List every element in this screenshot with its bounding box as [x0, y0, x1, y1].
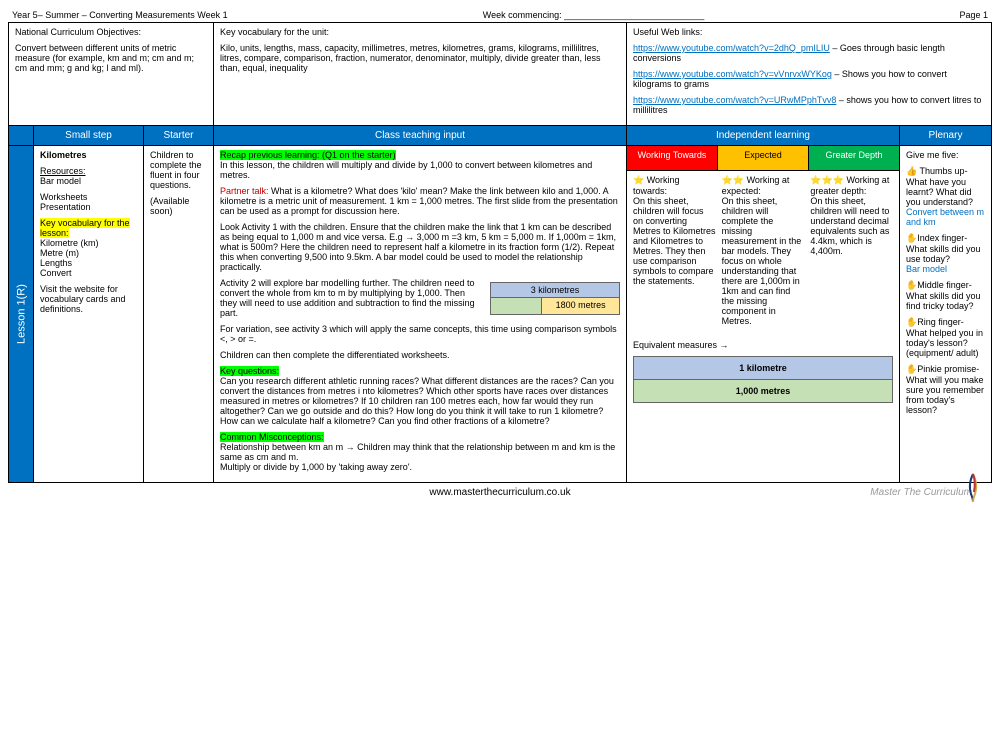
plenary-2b: Bar model	[906, 264, 947, 274]
link-3[interactable]: https://www.youtube.com/watch?v=URwMPphT…	[633, 95, 836, 105]
key-questions-heading: Key questions:	[220, 366, 279, 376]
resource-3: Presentation	[40, 202, 91, 212]
plenary-3h: ✋Middle finger-	[906, 280, 972, 290]
ex-heading: ⭐⭐ Working at expected:	[722, 175, 790, 196]
starter-cell: Children to complete the fluent in four …	[144, 146, 214, 483]
bar-model-top: 3 kilometres	[491, 283, 619, 297]
key-questions-text: Can you research different athletic runn…	[220, 376, 614, 426]
objectives-cell: National Curriculum Objectives: Convert …	[9, 23, 214, 126]
equiv-heading: Equivalent measures →	[633, 340, 893, 350]
input-header: Class teaching input	[214, 126, 627, 146]
plenary-3: What skills did you find tricky today?	[906, 291, 981, 311]
level-gd-header: Greater Depth	[809, 146, 900, 171]
plenary-1b: Convert between m and km	[906, 207, 984, 227]
wt-heading: ⭐ Working towards:	[633, 175, 680, 196]
header-mid: Week commencing: _______________________…	[483, 10, 705, 20]
starter-note: (Available soon)	[150, 196, 207, 216]
partner-talk-text: What is a kilometre? What does 'kilo' me…	[220, 186, 618, 216]
independent-cell: ⭐ Working towards:On this sheet, childre…	[627, 170, 900, 482]
plenary-cell: Give me five: 👍 Thumbs up-What have you …	[900, 146, 992, 483]
recap-heading: Recap previous learning: (Q1 on the star…	[220, 150, 396, 160]
resources-heading: Resources:	[40, 166, 86, 176]
gd-heading: ⭐⭐⭐ Working at greater depth:	[810, 175, 889, 196]
plenary-1: What have you learnt? What did you under…	[906, 177, 973, 207]
key-vocab-list: Kilometre (km) Metre (m) Lengths Convert	[40, 238, 99, 278]
brand-logo-icon	[962, 472, 984, 502]
diff-text: Children can then complete the different…	[220, 350, 620, 360]
gd-text: On this sheet, children will need to und…	[810, 196, 889, 256]
equiv-bar-diagram: 1 kilometre 1,000 metres	[633, 356, 893, 403]
bar-model-diagram: 3 kilometres 1800 metres	[490, 282, 620, 315]
lesson-label: Lesson 1(R)	[9, 146, 34, 483]
header-left: Year 5– Summer – Converting Measurements…	[12, 10, 228, 20]
vocab-cell: Key vocabulary for the unit: Kilo, units…	[214, 23, 627, 126]
wt-text: On this sheet, children will focus on co…	[633, 196, 716, 286]
key-vocab-heading: Key vocabulary for the lesson:	[40, 218, 130, 238]
vocab-text: Kilo, units, lengths, mass, capacity, mi…	[220, 43, 620, 73]
starter-text: Children to complete the fluent in four …	[150, 150, 207, 190]
objectives-text: Convert between different units of metri…	[15, 43, 207, 73]
link-2[interactable]: https://www.youtube.com/watch?v=vVnrvxWY…	[633, 69, 832, 79]
equiv-bar-top: 1 kilometre	[633, 356, 893, 380]
plenary-1h: 👍 Thumbs up-	[906, 166, 968, 176]
equiv-bar-bottom: 1,000 metres	[633, 380, 893, 403]
activity-2-text: Activity 2 will explore bar modelling fu…	[220, 278, 482, 318]
activity-1-text: Look Activity 1 with the children. Ensur…	[220, 222, 620, 272]
header-right: Page 1	[959, 10, 988, 20]
indep-header: Independent learning	[627, 126, 900, 146]
lesson-col-header	[9, 126, 34, 146]
misconceptions-text: Relationship between km an m → Children …	[220, 442, 615, 472]
plenary-5h: ✋Pinkie promise-	[906, 364, 979, 374]
teaching-input-cell: Recap previous learning: (Q1 on the star…	[214, 146, 627, 483]
vocab-note: Visit the website for vocabulary cards a…	[40, 284, 137, 314]
resource-2: Worksheets	[40, 192, 87, 202]
plenary-2h: ✋Index finger-	[906, 233, 967, 243]
vocab-heading: Key vocabulary for the unit:	[220, 27, 620, 37]
footer-brand: Master The Curriculum	[870, 487, 972, 498]
partner-talk-heading: Partner talk:	[220, 186, 269, 196]
plan-table: National Curriculum Objectives: Convert …	[8, 22, 992, 483]
page-header: Year 5– Summer – Converting Measurements…	[8, 8, 992, 22]
step-title: Kilometres	[40, 150, 87, 160]
footer-url: www.masterthecurriculum.co.uk	[429, 487, 570, 498]
page-footer: www.masterthecurriculum.co.uk Master The…	[8, 487, 992, 498]
links-cell: Useful Web links: https://www.youtube.co…	[627, 23, 992, 126]
ex-text: On this sheet, children will complete th…	[722, 196, 802, 326]
link-1[interactable]: https://www.youtube.com/watch?v=2dhQ_pmI…	[633, 43, 830, 53]
step-header: Small step	[34, 126, 144, 146]
level-ex-header: Expected	[718, 146, 809, 171]
variation-text: For variation, see activity 3 which will…	[220, 324, 620, 344]
plenary-4: What helped you in today's lesson? (equi…	[906, 328, 983, 358]
bar-model-right: 1800 metres	[542, 298, 619, 314]
plenary-5: What will you make sure you remember fro…	[906, 375, 984, 415]
starter-header: Starter	[144, 126, 214, 146]
plenary-gmf: Give me five:	[906, 150, 985, 160]
links-heading: Useful Web links:	[633, 27, 985, 37]
level-wt-header: Working Towards	[627, 146, 718, 171]
small-step-cell: Kilometres Resources: Bar model Workshee…	[34, 146, 144, 483]
plenary-4h: ✋Ring finger-	[906, 317, 964, 327]
plenary-header: Plenary	[900, 126, 992, 146]
bar-model-left	[491, 298, 542, 314]
plenary-2: What skills did you use today?	[906, 244, 981, 264]
objectives-heading: National Curriculum Objectives:	[15, 27, 207, 37]
misconceptions-heading: Common Misconceptions:	[220, 432, 324, 442]
recap-text: In this lesson, the children will multip…	[220, 160, 592, 180]
resource-1: Bar model	[40, 176, 81, 186]
